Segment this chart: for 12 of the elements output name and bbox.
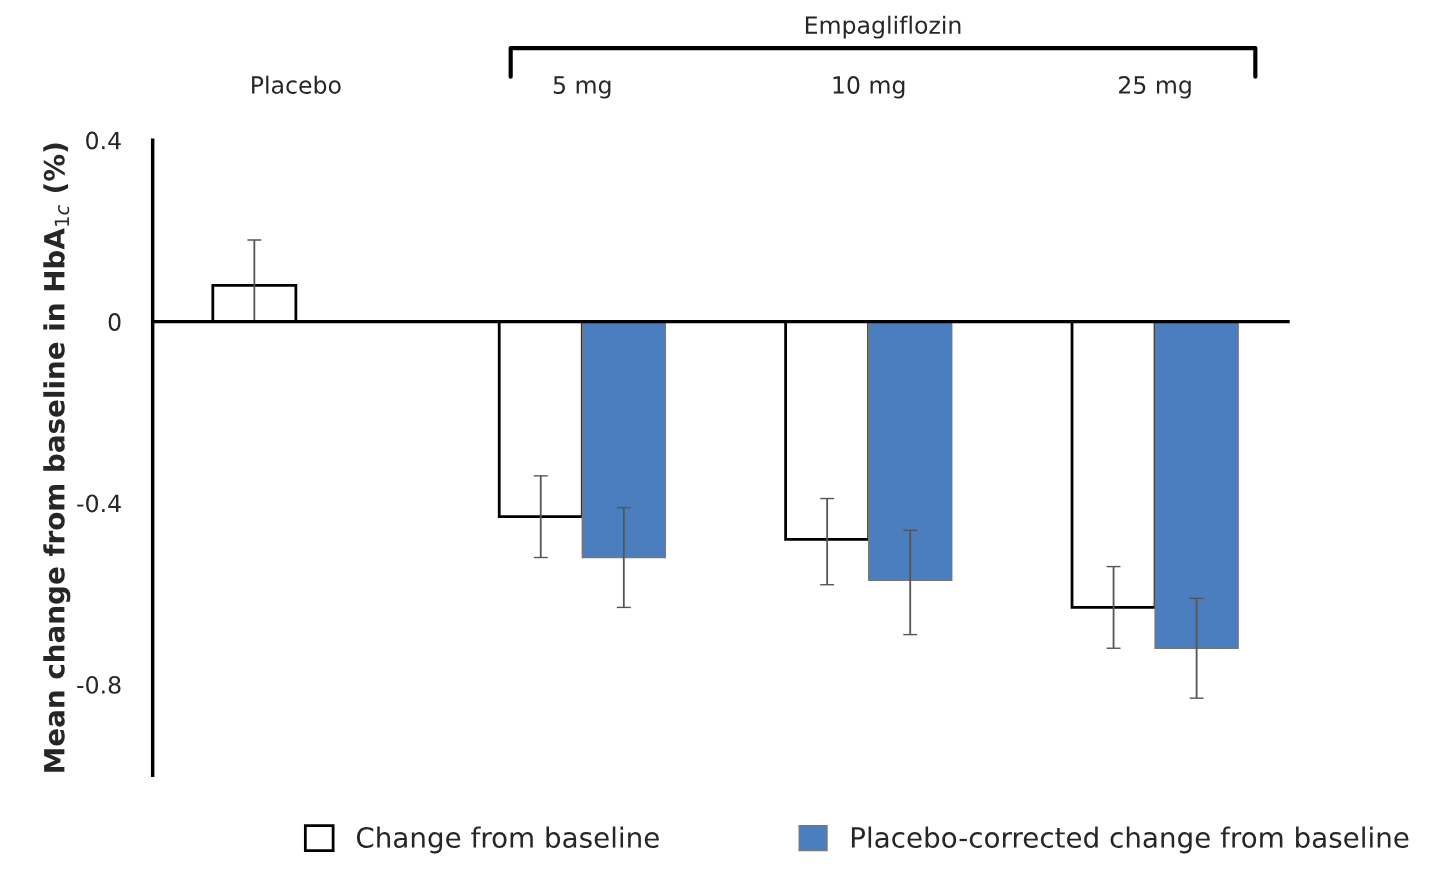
legend-label: Placebo-corrected change from baseline bbox=[851, 826, 1409, 854]
x-tick-label: 5 mg bbox=[553, 76, 611, 99]
y-axis-title: Mean change from baseline in HbA$_{1c}$ (%) bbox=[43, 143, 71, 772]
y-tick-label: -0.4 bbox=[77, 494, 121, 513]
text: Empagliflozin bbox=[805, 15, 961, 39]
y-tick-label: -0.8 bbox=[77, 675, 121, 694]
y-tick-label: 0.4 bbox=[86, 131, 121, 150]
x-tick-label: Placebo bbox=[252, 75, 341, 94]
legend-label: Change from baseline bbox=[356, 826, 659, 854]
x-tick-label: 10 mg bbox=[833, 76, 905, 99]
x-tick-label: 25 mg bbox=[1119, 76, 1191, 99]
y-tick-label: 0 bbox=[108, 313, 121, 331]
